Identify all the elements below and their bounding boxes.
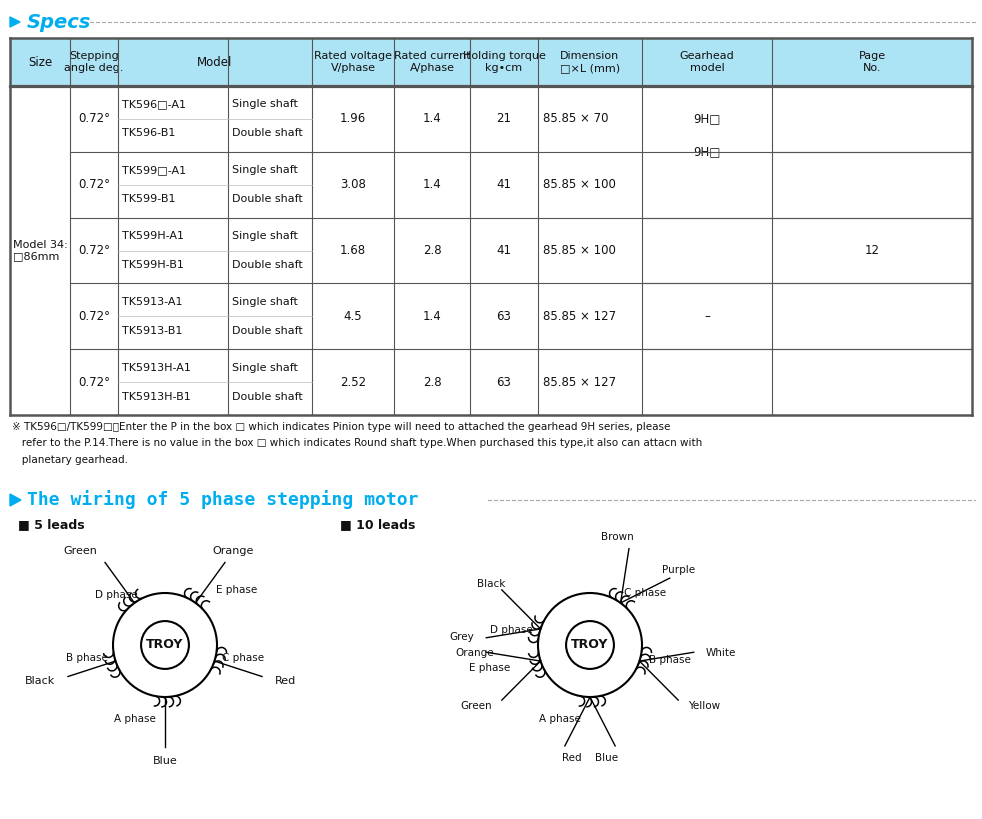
Text: 1.4: 1.4 xyxy=(422,179,441,191)
Text: 0.72°: 0.72° xyxy=(78,376,110,388)
Bar xyxy=(10,86,972,152)
Text: 2.8: 2.8 xyxy=(422,244,441,257)
Text: Single shaft: Single shaft xyxy=(232,231,298,241)
Text: White: White xyxy=(706,648,736,658)
Text: Black: Black xyxy=(477,578,506,589)
Text: Brown: Brown xyxy=(601,532,633,542)
Text: TROY: TROY xyxy=(146,639,184,651)
Text: TK599□-A1: TK599□-A1 xyxy=(122,165,187,175)
Text: Gearhead
model: Gearhead model xyxy=(680,52,735,73)
Bar xyxy=(10,218,972,283)
Bar xyxy=(10,349,972,415)
Text: Size: Size xyxy=(27,56,52,69)
Text: 85.85 × 100: 85.85 × 100 xyxy=(543,179,616,191)
Text: 0.72°: 0.72° xyxy=(78,310,110,323)
Text: 41: 41 xyxy=(497,179,512,191)
Text: 9H□: 9H□ xyxy=(693,145,721,158)
Text: 1.68: 1.68 xyxy=(340,244,366,257)
Text: E phase: E phase xyxy=(469,663,511,673)
Text: Double shaft: Double shaft xyxy=(232,129,302,138)
Text: A phase: A phase xyxy=(539,714,581,724)
Text: TROY: TROY xyxy=(572,639,609,651)
Text: 0.72°: 0.72° xyxy=(78,244,110,257)
Text: 1.96: 1.96 xyxy=(340,112,366,125)
Text: TK599H-A1: TK599H-A1 xyxy=(122,231,184,241)
Bar xyxy=(10,152,972,218)
Text: Red: Red xyxy=(275,676,297,686)
Text: 4.5: 4.5 xyxy=(344,310,362,323)
Text: –: – xyxy=(704,310,710,323)
Text: Single shaft: Single shaft xyxy=(232,363,298,373)
Text: 2.8: 2.8 xyxy=(422,376,441,388)
Text: Purple: Purple xyxy=(662,565,695,576)
Text: TK596-B1: TK596-B1 xyxy=(122,129,176,138)
Text: Yellow: Yellow xyxy=(688,701,721,712)
Text: Green: Green xyxy=(63,546,97,556)
Text: Model: Model xyxy=(197,56,233,69)
Bar xyxy=(10,38,972,86)
Text: 85.85 × 70: 85.85 × 70 xyxy=(543,112,609,125)
Text: The wiring of 5 phase stepping motor: The wiring of 5 phase stepping motor xyxy=(27,491,418,509)
Text: Single shaft: Single shaft xyxy=(232,296,298,307)
Text: Double shaft: Double shaft xyxy=(232,194,302,204)
Text: Black: Black xyxy=(25,676,55,686)
Text: 0.72°: 0.72° xyxy=(78,179,110,191)
Text: Double shaft: Double shaft xyxy=(232,391,302,401)
Text: TK599H-B1: TK599H-B1 xyxy=(122,260,184,270)
Text: A phase: A phase xyxy=(114,714,156,724)
Text: 0.72°: 0.72° xyxy=(78,112,110,125)
Text: 85.85 × 127: 85.85 × 127 xyxy=(543,376,616,388)
Text: Red: Red xyxy=(562,753,581,762)
Text: D phase: D phase xyxy=(95,590,137,600)
Text: 63: 63 xyxy=(497,376,512,388)
Text: Blue: Blue xyxy=(595,753,618,762)
Text: Holding torque
kg•cm: Holding torque kg•cm xyxy=(463,52,545,73)
Text: Double shaft: Double shaft xyxy=(232,260,302,270)
Text: Stepping
angle deg.: Stepping angle deg. xyxy=(64,52,124,73)
Text: 1.4: 1.4 xyxy=(422,112,441,125)
Text: 41: 41 xyxy=(497,244,512,257)
Text: 2.52: 2.52 xyxy=(340,376,366,388)
Text: Page
No.: Page No. xyxy=(858,52,886,73)
Text: Orange: Orange xyxy=(212,546,254,556)
Text: D phase: D phase xyxy=(490,625,533,635)
Text: Single shaft: Single shaft xyxy=(232,99,298,110)
Text: 63: 63 xyxy=(497,310,512,323)
Text: TK5913-B1: TK5913-B1 xyxy=(122,326,183,336)
Text: 21: 21 xyxy=(497,112,512,125)
Text: 12: 12 xyxy=(864,244,880,257)
Text: Rated current
A/phase: Rated current A/phase xyxy=(394,52,470,73)
Text: B phase: B phase xyxy=(66,653,108,663)
Text: TK5913H-A1: TK5913H-A1 xyxy=(122,363,191,373)
Text: Orange: Orange xyxy=(455,648,494,658)
Text: ※ TK596□/TK599□、Enter the P in the box □ which indicates Pinion type will need t: ※ TK596□/TK599□、Enter the P in the box □… xyxy=(12,422,702,465)
Bar xyxy=(10,283,972,349)
Text: Grey: Grey xyxy=(450,632,474,642)
Text: Single shaft: Single shaft xyxy=(232,165,298,175)
Text: ■ 10 leads: ■ 10 leads xyxy=(340,518,415,531)
Text: Double shaft: Double shaft xyxy=(232,326,302,336)
Text: 85.85 × 100: 85.85 × 100 xyxy=(543,244,616,257)
Text: E phase: E phase xyxy=(216,585,257,595)
Text: C phase: C phase xyxy=(222,653,264,663)
Text: Rated voltage
V/phase: Rated voltage V/phase xyxy=(314,52,392,73)
Text: TK596□-A1: TK596□-A1 xyxy=(122,99,186,110)
Text: 85.85 × 127: 85.85 × 127 xyxy=(543,310,616,323)
Text: Dimension
□×L (mm): Dimension □×L (mm) xyxy=(560,52,620,73)
Text: Model 34:
□86mm: Model 34: □86mm xyxy=(13,240,68,261)
Text: C phase: C phase xyxy=(625,588,667,598)
Text: TK5913-A1: TK5913-A1 xyxy=(122,296,183,307)
Text: 3.08: 3.08 xyxy=(340,179,366,191)
Text: B phase: B phase xyxy=(649,655,691,665)
Text: 9H□: 9H□ xyxy=(693,112,721,125)
Polygon shape xyxy=(10,494,21,506)
Polygon shape xyxy=(10,17,20,27)
Text: TK599-B1: TK599-B1 xyxy=(122,194,176,204)
Text: ■ 5 leads: ■ 5 leads xyxy=(18,518,84,531)
Text: 1.4: 1.4 xyxy=(422,310,441,323)
Text: TK5913H-B1: TK5913H-B1 xyxy=(122,391,191,401)
Text: Specs: Specs xyxy=(27,12,91,31)
Text: Blue: Blue xyxy=(152,756,178,766)
Text: Green: Green xyxy=(460,701,492,712)
